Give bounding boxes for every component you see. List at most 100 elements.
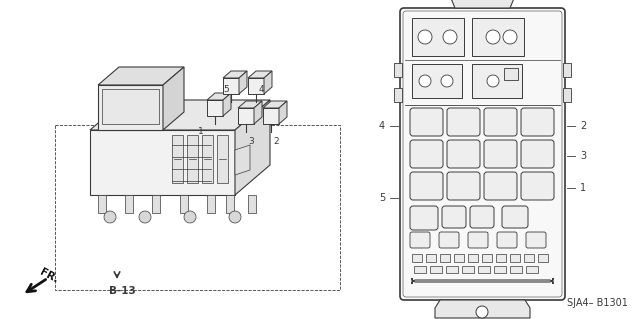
FancyBboxPatch shape bbox=[470, 206, 494, 228]
Bar bbox=[412, 18, 464, 56]
Text: 4: 4 bbox=[258, 85, 264, 93]
Circle shape bbox=[418, 30, 432, 44]
Bar bbox=[504, 68, 518, 80]
Bar bbox=[430, 266, 442, 273]
Text: 3: 3 bbox=[248, 137, 254, 146]
Bar bbox=[55, 125, 340, 290]
Text: 1: 1 bbox=[198, 127, 204, 136]
Polygon shape bbox=[90, 100, 270, 130]
Bar bbox=[454, 254, 464, 262]
Bar bbox=[180, 195, 188, 213]
FancyBboxPatch shape bbox=[412, 278, 553, 284]
Bar bbox=[394, 88, 402, 102]
Bar bbox=[187, 135, 198, 183]
Text: B-13: B-13 bbox=[109, 286, 136, 296]
Bar bbox=[472, 64, 522, 98]
FancyBboxPatch shape bbox=[526, 232, 546, 248]
Bar bbox=[102, 89, 159, 124]
Circle shape bbox=[184, 211, 196, 223]
Bar bbox=[446, 266, 458, 273]
Polygon shape bbox=[223, 78, 239, 94]
Circle shape bbox=[139, 211, 151, 223]
Bar bbox=[248, 195, 256, 213]
Polygon shape bbox=[207, 93, 231, 100]
Bar bbox=[563, 63, 571, 77]
FancyBboxPatch shape bbox=[400, 8, 565, 300]
Bar bbox=[217, 135, 228, 183]
Text: 2: 2 bbox=[580, 121, 586, 131]
Polygon shape bbox=[238, 101, 262, 108]
Polygon shape bbox=[98, 85, 163, 130]
Text: 5: 5 bbox=[379, 193, 385, 203]
Bar bbox=[496, 254, 506, 262]
Polygon shape bbox=[223, 93, 231, 116]
FancyBboxPatch shape bbox=[521, 172, 554, 200]
Bar bbox=[172, 135, 183, 183]
Polygon shape bbox=[223, 71, 247, 78]
FancyBboxPatch shape bbox=[447, 108, 480, 136]
Circle shape bbox=[486, 30, 500, 44]
Polygon shape bbox=[263, 101, 287, 108]
FancyBboxPatch shape bbox=[410, 108, 443, 136]
Bar bbox=[468, 254, 478, 262]
Bar bbox=[414, 266, 426, 273]
Text: 5: 5 bbox=[223, 85, 229, 93]
Polygon shape bbox=[264, 71, 272, 94]
Bar bbox=[524, 254, 534, 262]
Polygon shape bbox=[90, 130, 235, 195]
Bar bbox=[482, 254, 492, 262]
Circle shape bbox=[503, 30, 517, 44]
Bar bbox=[478, 266, 490, 273]
Bar bbox=[207, 195, 215, 213]
FancyBboxPatch shape bbox=[442, 206, 466, 228]
FancyBboxPatch shape bbox=[521, 108, 554, 136]
Polygon shape bbox=[98, 67, 184, 85]
FancyBboxPatch shape bbox=[484, 140, 517, 168]
Polygon shape bbox=[435, 300, 530, 318]
Polygon shape bbox=[163, 67, 184, 130]
Polygon shape bbox=[445, 0, 520, 8]
Polygon shape bbox=[238, 108, 254, 124]
Bar bbox=[510, 266, 522, 273]
FancyBboxPatch shape bbox=[484, 172, 517, 200]
Text: FR.: FR. bbox=[38, 267, 60, 285]
Bar bbox=[152, 195, 160, 213]
Circle shape bbox=[441, 75, 453, 87]
Polygon shape bbox=[263, 108, 279, 124]
Polygon shape bbox=[254, 101, 262, 124]
Polygon shape bbox=[279, 101, 287, 124]
Text: 2: 2 bbox=[273, 137, 279, 146]
FancyBboxPatch shape bbox=[439, 232, 459, 248]
Bar bbox=[526, 266, 538, 273]
Polygon shape bbox=[248, 78, 264, 94]
Text: 3: 3 bbox=[580, 151, 586, 161]
Text: SJA4– B1301: SJA4– B1301 bbox=[567, 298, 628, 308]
FancyBboxPatch shape bbox=[468, 232, 488, 248]
Bar bbox=[510, 254, 520, 262]
Bar bbox=[462, 266, 474, 273]
FancyBboxPatch shape bbox=[521, 140, 554, 168]
Bar bbox=[202, 135, 213, 183]
FancyBboxPatch shape bbox=[447, 140, 480, 168]
Text: 1: 1 bbox=[580, 183, 586, 193]
Bar bbox=[440, 254, 450, 262]
Polygon shape bbox=[239, 71, 247, 94]
Polygon shape bbox=[207, 100, 223, 116]
Bar bbox=[563, 88, 571, 102]
Bar bbox=[226, 195, 234, 213]
Circle shape bbox=[443, 30, 457, 44]
FancyBboxPatch shape bbox=[410, 172, 443, 200]
FancyBboxPatch shape bbox=[502, 206, 528, 228]
Bar bbox=[494, 266, 506, 273]
FancyBboxPatch shape bbox=[447, 172, 480, 200]
Bar bbox=[412, 254, 422, 262]
Text: 4: 4 bbox=[379, 121, 385, 131]
FancyBboxPatch shape bbox=[410, 206, 438, 230]
Bar bbox=[125, 195, 133, 213]
Circle shape bbox=[476, 306, 488, 318]
FancyBboxPatch shape bbox=[484, 108, 517, 136]
Bar bbox=[426, 254, 436, 262]
Circle shape bbox=[419, 75, 431, 87]
Bar bbox=[472, 18, 524, 56]
Polygon shape bbox=[235, 100, 270, 195]
